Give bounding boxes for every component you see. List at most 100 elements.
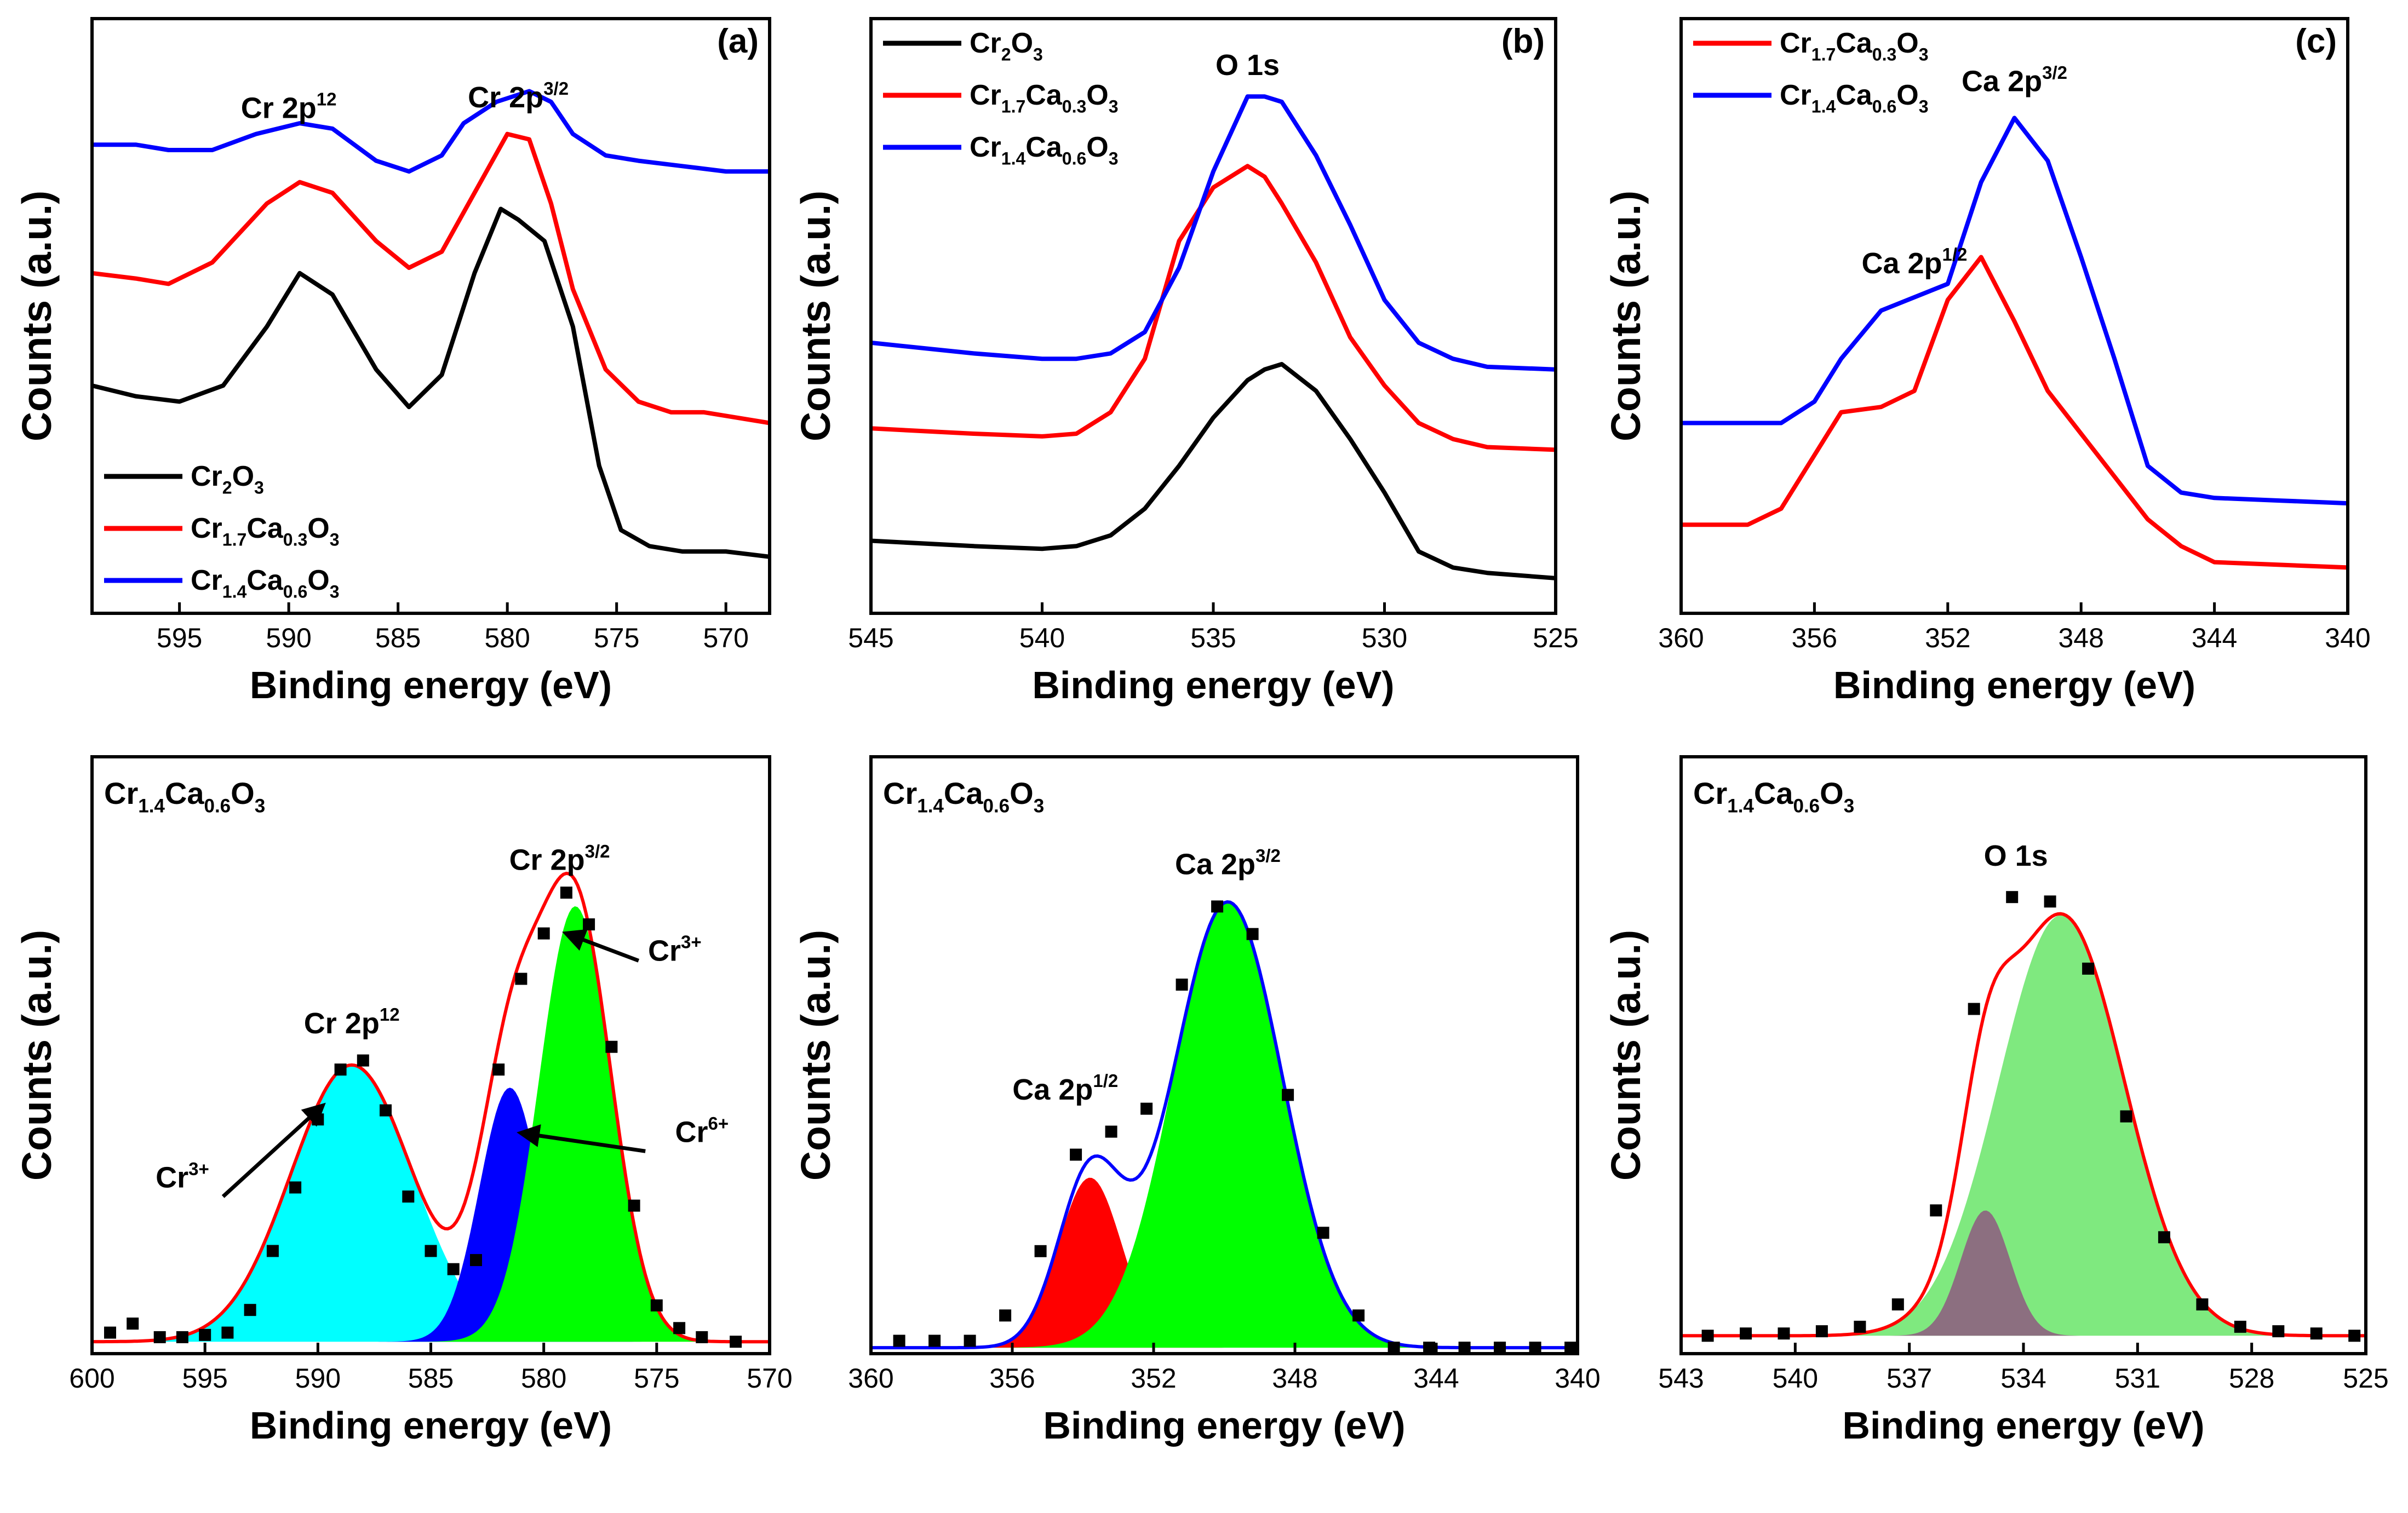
y-axis-title: Counts (a.u.) [1603, 930, 1649, 1181]
x-tick-label: 525 [1533, 623, 1578, 653]
data-point [1105, 1125, 1117, 1138]
data-point [1246, 928, 1259, 940]
peak-annotation: Cr3+ [648, 932, 702, 968]
x-tick-label: 590 [266, 623, 311, 653]
data-point [334, 1063, 347, 1076]
panel-title: Cr1.4Ca0.6O3 [1693, 776, 1854, 817]
data-point [127, 1318, 139, 1330]
data-point [2272, 1325, 2285, 1338]
x-tick-label: 575 [594, 623, 639, 653]
peak-annotation: Ca 2p1/2 [1861, 244, 1967, 280]
plot-frame [869, 755, 1579, 1355]
x-tick-label: 570 [747, 1363, 792, 1394]
plot-frame [1679, 17, 2349, 615]
peak-annotation: Cr 2p3/2 [509, 841, 610, 877]
data-point [2310, 1327, 2323, 1340]
data-point [650, 1299, 663, 1311]
data-point [357, 1054, 369, 1067]
fitted-peak-1 [871, 1177, 1578, 1348]
legend-label: Cr1.7Ca0.3O3 [191, 513, 340, 550]
x-tick-label: 570 [703, 623, 748, 653]
annotation-arrow [517, 1124, 646, 1153]
x-tick-label: 580 [484, 623, 530, 653]
data-point [470, 1254, 482, 1267]
fitted-peak-1 [1681, 914, 2366, 1336]
data-point [1352, 1309, 1365, 1322]
x-tick-label: 348 [2058, 623, 2103, 653]
x-axis-title: Binding energy (eV) [1842, 1404, 2204, 1447]
data-point [999, 1309, 1012, 1322]
data-point [1564, 1342, 1577, 1354]
x-tick-label: 537 [1887, 1363, 1932, 1394]
data-point [628, 1199, 640, 1212]
data-point [425, 1245, 437, 1257]
plot-frame [90, 17, 771, 615]
panel-label: (c) [2295, 22, 2337, 60]
data-point [696, 1331, 708, 1343]
fitted-peak-2 [1681, 1210, 2366, 1336]
data-point [1930, 1204, 1942, 1217]
x-tick-label: 540 [1773, 1363, 1818, 1394]
panel-3: 360 356 352 348 344 340 Binding energy (eV) Cou… [1603, 17, 2371, 706]
series-line-3 [871, 94, 1556, 372]
peak-annotation: O 1s [1984, 839, 2048, 872]
data-point [199, 1328, 211, 1341]
data-point [244, 1304, 256, 1316]
data-point [515, 973, 528, 985]
panel-6: 543 540 537 534 531 528 525 Binding energy (eV)… [1603, 755, 2389, 1447]
data-point [1815, 1325, 1828, 1338]
x-tick-label: 525 [2343, 1363, 2388, 1394]
x-tick-label: 585 [375, 623, 421, 653]
legend-label: Cr1.4Ca0.6O3 [191, 565, 340, 602]
fitted-peak-1 [92, 1065, 770, 1342]
data-point [1423, 1342, 1436, 1354]
data-point [104, 1326, 116, 1339]
y-axis-title: Counts (a.u.) [14, 191, 60, 441]
data-point [1034, 1245, 1047, 1257]
series-line-1 [1681, 255, 2348, 570]
series-line-1 [92, 206, 770, 559]
data-point [492, 1063, 505, 1076]
x-tick-label: 534 [2000, 1363, 2046, 1394]
x-tick-label: 356 [1792, 623, 1837, 653]
data-point [176, 1331, 188, 1343]
legend-label: Cr1.7Ca0.3O3 [970, 79, 1119, 117]
data-point [2234, 1320, 2246, 1333]
x-tick-label: 600 [69, 1363, 114, 1394]
data-point [605, 1040, 618, 1053]
series-line-2 [92, 131, 770, 425]
x-axis-title: Binding energy (eV) [1032, 664, 1394, 706]
peak-annotation: Cr3+ [156, 1159, 209, 1194]
data-point [928, 1334, 941, 1347]
x-tick-label: 543 [1658, 1363, 1704, 1394]
y-axis-title: Counts (a.u.) [14, 930, 60, 1181]
data-point [1317, 1227, 1329, 1239]
peak-annotation: Cr 2p12 [304, 1004, 400, 1040]
panel-1: 595 590 585 580 575 570 Binding energy (eV) Cou… [14, 17, 771, 706]
data-point [1968, 1003, 1980, 1015]
fitted-peak-3 [92, 906, 770, 1342]
panel-4: 600 595 590 585 580 575 570 Binding energy (eV)… [14, 755, 793, 1447]
data-point [2082, 962, 2095, 975]
x-axis-title: Binding energy (eV) [1833, 664, 2195, 706]
data-point [402, 1190, 415, 1203]
panel-5: 360 356 352 348 344 340 Binding energy (eV) Cou… [793, 755, 1601, 1447]
peak-annotation: Ca 2p3/2 [1962, 62, 2067, 98]
panel-label: (b) [1501, 22, 1545, 60]
data-point [1140, 1102, 1153, 1115]
x-tick-label: 352 [1131, 1363, 1176, 1394]
legend-label: Cr1.4Ca0.6O3 [970, 131, 1119, 169]
data-point [289, 1181, 302, 1194]
x-axis-title: Binding energy (eV) [1043, 1404, 1405, 1447]
fitted-peak-2 [871, 902, 1578, 1348]
peak-annotation: Cr 2p3/2 [468, 78, 569, 114]
data-point [2006, 891, 2019, 904]
series-line-3 [92, 89, 770, 174]
data-point [964, 1334, 976, 1347]
data-point [1494, 1342, 1506, 1354]
data-point [1891, 1298, 1904, 1311]
x-tick-label: 348 [1272, 1363, 1317, 1394]
data-point [1740, 1327, 1752, 1340]
data-point [2196, 1298, 2209, 1311]
x-tick-label: 575 [634, 1363, 679, 1394]
